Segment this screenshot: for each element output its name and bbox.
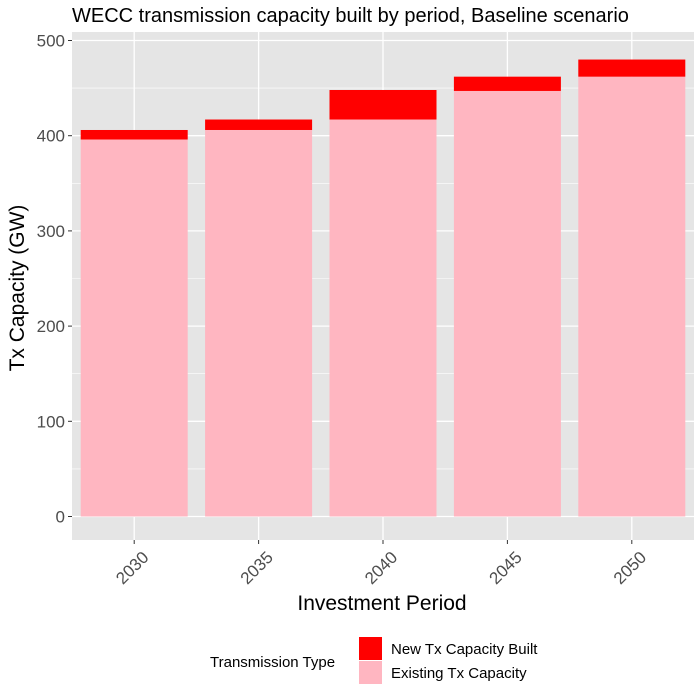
legend-label: Existing Tx Capacity [391,665,527,682]
bars [80,59,686,517]
x-axis-title: Investment Period [297,592,466,615]
bar-new-tx-capacity-built-2050 [578,59,686,77]
x-tick-label: 2050 [610,548,650,588]
bar-new-tx-capacity-built-2040 [329,90,437,120]
y-tick-label: 400 [37,127,65,146]
bar-new-tx-capacity-built-2030 [80,129,188,140]
y-tick-label: 200 [37,317,65,336]
x-axis: 2030 2035 2040 2045 2050 [112,540,650,588]
bar-existing-tx-capacity-2040 [329,119,437,517]
x-tick-label: 2040 [361,548,401,588]
bar-new-tx-capacity-built-2035 [205,119,313,130]
bar-existing-tx-capacity-2035 [205,129,313,517]
legend: Transmission Type New Tx Capacity Built E… [210,637,538,684]
y-axis-title: Tx Capacity (GW) [6,205,29,372]
legend-title: Transmission Type [210,654,335,671]
x-tick-label: 2030 [112,548,152,588]
legend-swatch [359,637,382,660]
bar-existing-tx-capacity-2030 [80,139,188,517]
chart-title: WECC transmission capacity built by peri… [72,5,629,27]
y-tick-label: 0 [56,508,65,527]
y-tick-label: 300 [37,222,65,241]
legend-label: New Tx Capacity Built [391,641,538,658]
x-tick-label: 2035 [237,548,277,588]
x-tick-label: 2045 [486,548,526,588]
legend-swatch [359,661,382,684]
y-tick-label: 100 [37,412,65,431]
bar-new-tx-capacity-built-2045 [453,76,561,91]
bar-existing-tx-capacity-2045 [453,90,561,517]
y-axis: 0 100 200 300 400 500 [37,32,72,527]
y-tick-label: 500 [37,32,65,51]
bar-existing-tx-capacity-2050 [578,76,686,517]
